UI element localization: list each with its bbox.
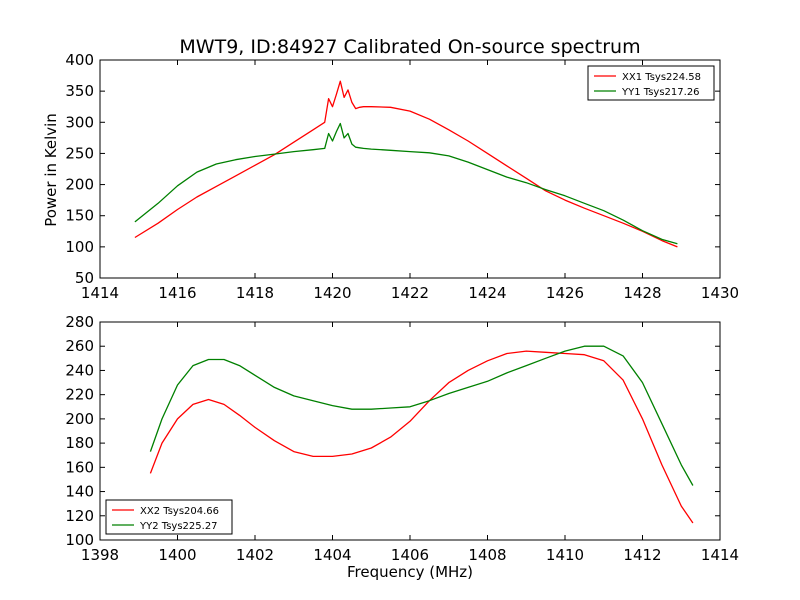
- x-tick-label: 1404: [313, 546, 351, 564]
- figure-title: MWT9, ID:84927 Calibrated On-source spec…: [179, 36, 640, 58]
- series-line-xx2: [149, 350, 694, 524]
- y-tick-label: 300: [65, 113, 94, 131]
- x-tick-label: 1414: [81, 284, 119, 302]
- y-tick-label: 100: [65, 531, 94, 549]
- series-line-yy2: [149, 345, 694, 486]
- y-tick-label: 160: [65, 458, 94, 476]
- y-tick-label: 150: [65, 207, 94, 225]
- series-line-yy1: [134, 122, 678, 245]
- x-tick-label: 1400: [158, 546, 196, 564]
- legend-box: [105, 499, 233, 535]
- x-tick-label: 1402: [236, 546, 274, 564]
- y-tick-label: 250: [65, 144, 94, 162]
- x-tick-label: 1414: [701, 546, 739, 564]
- x-tick-label: 1408: [468, 546, 506, 564]
- x-tick-label: 1420: [313, 284, 351, 302]
- y-tick-label: 400: [65, 51, 94, 69]
- x-tick-label: 1398: [81, 546, 119, 564]
- x-tick-label: 1418: [236, 284, 274, 302]
- x-tick-label: 1406: [391, 546, 429, 564]
- x-tick-label: 1412: [623, 546, 661, 564]
- top-spectrum-panel: 1414 1416 1418 1420 1422 1424 1426 1428 1430 50 10…: [65, 51, 739, 302]
- x-tick-label: 1430: [701, 284, 739, 302]
- y-tick-label: 350: [65, 82, 94, 100]
- y-tick-label: 120: [65, 507, 94, 525]
- bottom-spectrum-panel: 1398 1400 1402 1404 1406 1408 1410 1412 1414 100 1…: [65, 313, 739, 564]
- x-tick-label: 1424: [468, 284, 506, 302]
- legend-label: YY2 Tsys225.27: [139, 521, 218, 532]
- legend-label: XX1 Tsys224.58: [622, 72, 701, 83]
- y-tick-label: 180: [65, 434, 94, 452]
- y-tick-label: 140: [65, 483, 94, 501]
- x-tick-label: 1422: [391, 284, 429, 302]
- x-tick-label: 1428: [623, 284, 661, 302]
- legend: XX2 Tsys204.66 YY2 Tsys225.27: [105, 499, 233, 535]
- y-tick-label: 50: [75, 269, 94, 287]
- y-tick-label: 100: [65, 238, 94, 256]
- series-line-xx1: [134, 80, 678, 248]
- legend-label: YY1 Tsys217.26: [621, 87, 700, 98]
- y-tick-label: 240: [65, 361, 94, 379]
- y-tick-label: 260: [65, 337, 94, 355]
- y-tick-label: 220: [65, 386, 94, 404]
- x-tick-label: 1426: [546, 284, 584, 302]
- x-axis-label-bottom: Frequency (MHz): [347, 563, 473, 581]
- y-axis-label-top: Power in Kelvin: [42, 113, 60, 227]
- x-tick-label: 1416: [158, 284, 196, 302]
- y-tick-label: 280: [65, 313, 94, 331]
- x-tick-label: 1410: [546, 546, 584, 564]
- y-tick-label: 200: [65, 176, 94, 194]
- legend: XX1 Tsys224.58 YY1 Tsys217.26: [587, 65, 715, 101]
- y-tick-label: 200: [65, 410, 94, 428]
- legend-box: [587, 65, 715, 101]
- legend-label: XX2 Tsys204.66: [140, 506, 219, 517]
